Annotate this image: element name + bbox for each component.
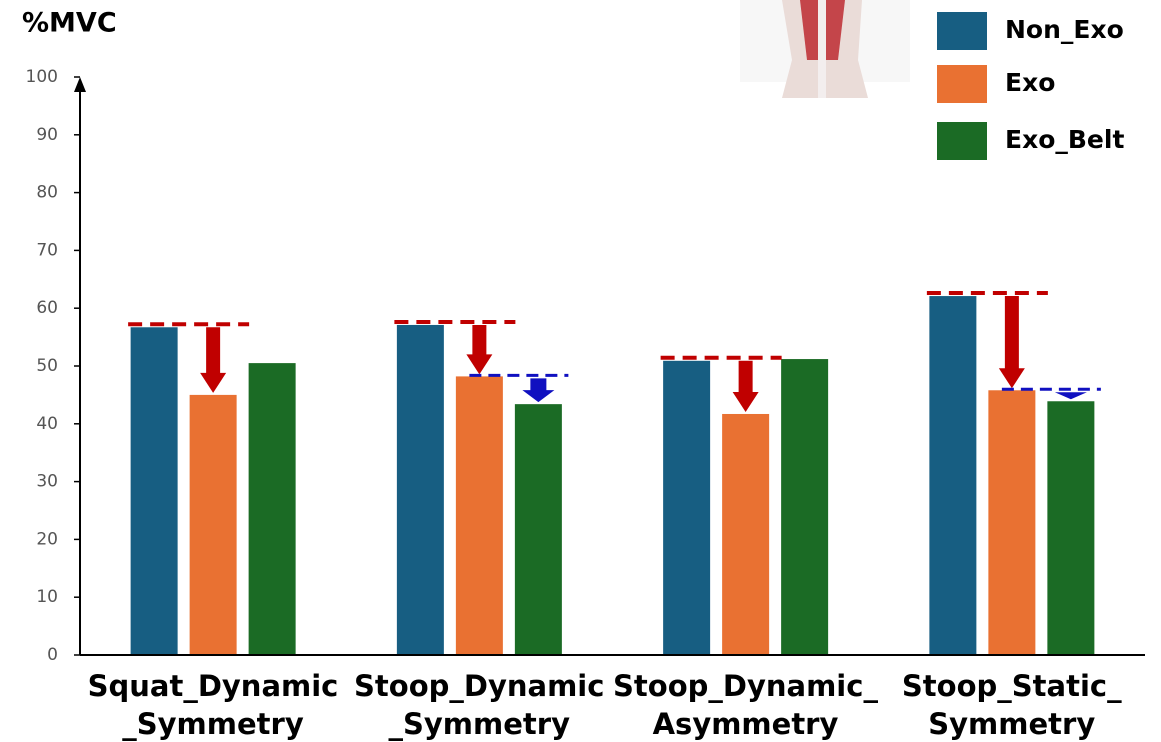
- drop-arrow: [200, 327, 226, 393]
- chart: %MVC 0 10 20 30 40 50 60 70 80 90 100 Non_Exo Exo Exo…: [0, 0, 1161, 742]
- bar: [781, 359, 828, 655]
- x-tick-label: Stoop_Dynamic _Symmetry: [346, 667, 612, 742]
- x-tick-label: Squat_Dynamic _Symmetry: [80, 667, 346, 742]
- legend-swatch: [937, 122, 987, 160]
- x-tick-label: Stoop_Dynamic_ Asymmetry: [613, 667, 879, 742]
- y-tick-label: 90: [36, 125, 58, 145]
- legend-label: Exo: [1005, 68, 1055, 97]
- y-tick-label: 0: [47, 645, 58, 665]
- y-tick-label: 40: [36, 414, 58, 434]
- bar: [249, 363, 296, 655]
- y-axis-arrow: [74, 77, 86, 92]
- bar: [131, 327, 178, 655]
- drop-arrow: [733, 361, 759, 412]
- legend-label: Exo_Belt: [1005, 125, 1124, 154]
- legend-swatch: [937, 12, 987, 50]
- bar: [190, 395, 237, 655]
- y-tick-label: 60: [36, 298, 58, 318]
- bar: [929, 296, 976, 655]
- x-tick-label: Stoop_Static_ Symmetry: [879, 667, 1145, 742]
- bar: [456, 376, 503, 655]
- bar: [722, 414, 769, 655]
- drop-arrow: [1055, 392, 1087, 399]
- y-tick-label: 10: [36, 587, 58, 607]
- drop-arrow: [522, 378, 554, 402]
- legend-label: Non_Exo: [1005, 15, 1124, 44]
- muscle-illustration: [740, 0, 910, 98]
- y-tick-label: 100: [26, 67, 58, 87]
- bar: [1047, 401, 1094, 655]
- legend-swatch: [937, 65, 987, 103]
- y-tick-label: 30: [36, 472, 58, 492]
- bar: [663, 361, 710, 655]
- y-tick-label: 80: [36, 183, 58, 203]
- drop-arrow: [466, 325, 492, 374]
- drop-arrow: [999, 296, 1025, 388]
- y-tick-label: 20: [36, 529, 58, 549]
- bar: [515, 404, 562, 655]
- bar: [988, 390, 1035, 655]
- bar: [397, 325, 444, 655]
- y-tick-label: 50: [36, 356, 58, 376]
- y-tick-label: 70: [36, 240, 58, 260]
- chart-page: %MVC 0 10 20 30 40 50 60 70 80 90 100 Non_Exo Exo Exo…: [0, 0, 1161, 742]
- y-axis-label: %MVC: [22, 8, 117, 39]
